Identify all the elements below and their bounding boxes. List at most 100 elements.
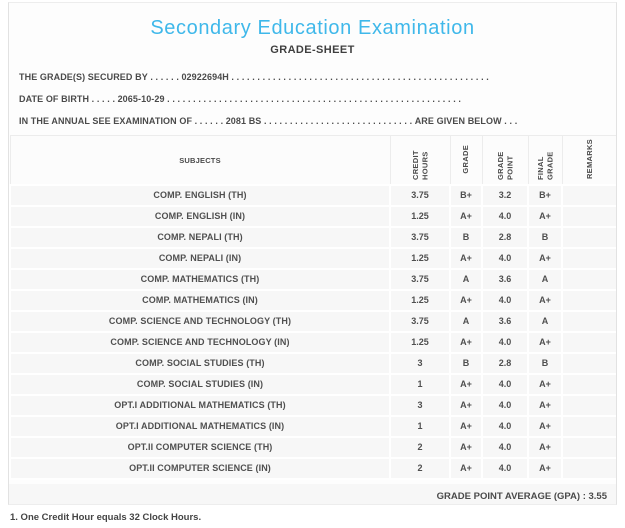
column-header-grade: GRADE (449, 135, 483, 186)
credit-hours-cell: 2 (389, 457, 451, 480)
credit-hours-cell: 1 (389, 415, 451, 438)
info-label: DATE OF BIRTH (19, 94, 90, 104)
final-grade-cell: A+ (527, 415, 563, 438)
grade-point-cell: 2.8 (481, 226, 529, 249)
remarks-cell (561, 310, 616, 333)
grade-point-cell: 3.6 (481, 310, 529, 333)
dotted-leader: . . . . . . (150, 72, 179, 82)
column-header-grade-point: GRADE POINT (481, 135, 529, 186)
remarks-cell (561, 394, 616, 417)
grade-cell: A+ (449, 457, 483, 480)
credit-hours-cell: 3.75 (389, 184, 451, 207)
final-grade-cell: B (527, 226, 563, 249)
symbol-number-value: 02922694H (181, 72, 229, 82)
grade-sheet-page: Secondary Education Examination GRADE-SH… (8, 2, 617, 505)
subject-cell: COMP. ENGLISH (TH) (9, 184, 391, 207)
final-grade-cell: B (527, 352, 563, 375)
date-of-birth-value: 2065-10-29 (117, 94, 165, 104)
final-grade-cell: B+ (527, 184, 563, 207)
grade-cell: A+ (449, 247, 483, 270)
table-row: COMP. MATHEMATICS (IN) 1.25 A+ 4.0 A+ (9, 289, 616, 312)
credit-hours-cell: 1.25 (389, 331, 451, 354)
credit-hours-cell: 3.75 (389, 226, 451, 249)
remarks-cell (561, 226, 616, 249)
dotted-leader: . . . . . . (194, 116, 224, 126)
table-row: COMP. NEPALI (IN) 1.25 A+ 4.0 A+ (9, 247, 616, 270)
table-row: COMP. MATHEMATICS (TH) 3.75 A 3.6 A (9, 268, 616, 291)
subject-cell: COMP. SCIENCE AND TECHNOLOGY (IN) (9, 331, 391, 354)
grade-cell: B+ (449, 184, 483, 207)
grade-cell: A+ (449, 394, 483, 417)
dotted-leader: . . . . . . . . . . . . . . . . . . . . … (231, 72, 489, 82)
grade-cell: A+ (449, 205, 483, 228)
final-grade-cell: A+ (527, 394, 563, 417)
grade-point-cell: 4.0 (481, 394, 529, 417)
credit-hours-cell: 3 (389, 394, 451, 417)
table-row: COMP. SOCIAL STUDIES (IN) 1 A+ 4.0 A+ (9, 373, 616, 396)
remarks-cell (561, 436, 616, 459)
remarks-cell (561, 415, 616, 438)
candidate-info-block: THE GRADE(S) SECURED BY . . . . . . 0292… (19, 66, 616, 132)
grade-point-cell: 4.0 (481, 205, 529, 228)
table-row: COMP. SCIENCE AND TECHNOLOGY (IN) 1.25 A+ 4… (9, 331, 616, 354)
final-grade-cell: A+ (527, 436, 563, 459)
table-header-row: SUBJECTS CREDIT HOURS GRADE GRADE POINT FIN… (9, 135, 616, 186)
exam-year-value: 2081 BS (225, 116, 262, 126)
remarks-cell (561, 289, 616, 312)
credit-hours-cell: 1.25 (389, 289, 451, 312)
grade-cell: A+ (449, 289, 483, 312)
final-grade-cell: A (527, 268, 563, 291)
footnote: 1. One Credit Hour equals 32 Clock Hours… (10, 512, 202, 523)
grade-point-cell: 2.8 (481, 352, 529, 375)
grade-point-cell: 4.0 (481, 247, 529, 270)
column-header-label: CREDIT HOURS (410, 150, 429, 180)
final-grade-cell: A+ (527, 289, 563, 312)
final-grade-cell: A+ (527, 457, 563, 480)
dotted-leader: . . . . . . . . . . . . . . . . . . . . … (263, 116, 413, 126)
table-row: OPT.II COMPUTER SCIENCE (TH) 2 A+ 4.0 A+ (9, 436, 616, 459)
remarks-cell (561, 331, 616, 354)
credit-hours-cell: 3.75 (389, 310, 451, 333)
remarks-cell (561, 352, 616, 375)
column-header-label: REMARKS (584, 138, 594, 180)
info-line-examination-year: IN THE ANNUAL SEE EXAMINATION OF . . . .… (19, 110, 616, 132)
remarks-cell (561, 184, 616, 207)
table-row: OPT.I ADDITIONAL MATHEMATICS (TH) 3 A+ 4.0 A… (9, 394, 616, 417)
info-line-date-of-birth: DATE OF BIRTH . . . . . 2065-10-29 . . .… (19, 88, 616, 110)
grade-table: SUBJECTS CREDIT HOURS GRADE GRADE POINT FIN… (9, 135, 616, 480)
grade-cell: A (449, 268, 483, 291)
subject-cell: OPT.II COMPUTER SCIENCE (IN) (9, 457, 391, 480)
grade-cell: B (449, 226, 483, 249)
subject-cell: COMP. SOCIAL STUDIES (TH) (9, 352, 391, 375)
grade-point-cell: 3.2 (481, 184, 529, 207)
table-row: COMP. NEPALI (TH) 3.75 B 2.8 B (9, 226, 616, 249)
table-row: COMP. ENGLISH (IN) 1.25 A+ 4.0 A+ (9, 205, 616, 228)
table-row: COMP. ENGLISH (TH) 3.75 B+ 3.2 B+ (9, 184, 616, 207)
info-suffix: ARE GIVEN BELOW . . . (414, 116, 518, 126)
column-header-label: GRADE POINT (495, 151, 514, 180)
final-grade-cell: A+ (527, 247, 563, 270)
remarks-cell (561, 247, 616, 270)
column-header-label: FINAL GRADE (535, 151, 554, 180)
dotted-leader: . . . . . (91, 94, 116, 104)
subject-cell: COMP. ENGLISH (IN) (9, 205, 391, 228)
subject-cell: OPT.I ADDITIONAL MATHEMATICS (TH) (9, 394, 391, 417)
credit-hours-cell: 2 (389, 436, 451, 459)
grade-point-cell: 3.6 (481, 268, 529, 291)
grade-point-cell: 4.0 (481, 331, 529, 354)
remarks-cell (561, 268, 616, 291)
grade-point-cell: 4.0 (481, 415, 529, 438)
page-title: Secondary Education Examination (150, 17, 475, 39)
grade-cell: A+ (449, 331, 483, 354)
grade-point-cell: 4.0 (481, 289, 529, 312)
final-grade-cell: A+ (527, 373, 563, 396)
column-header-remarks: REMARKS (561, 135, 616, 186)
table-row: OPT.II COMPUTER SCIENCE (IN) 2 A+ 4.0 A+ (9, 457, 616, 480)
table-row: OPT.I ADDITIONAL MATHEMATICS (IN) 1 A+ 4.0 A… (9, 415, 616, 438)
subject-cell: COMP. MATHEMATICS (IN) (9, 289, 391, 312)
info-label: IN THE ANNUAL SEE EXAMINATION OF (19, 116, 193, 126)
subject-cell: COMP. NEPALI (TH) (9, 226, 391, 249)
column-header-credit-hours: CREDIT HOURS (389, 135, 451, 186)
credit-hours-cell: 1.25 (389, 205, 451, 228)
column-header-final-grade: FINAL GRADE (527, 135, 563, 186)
